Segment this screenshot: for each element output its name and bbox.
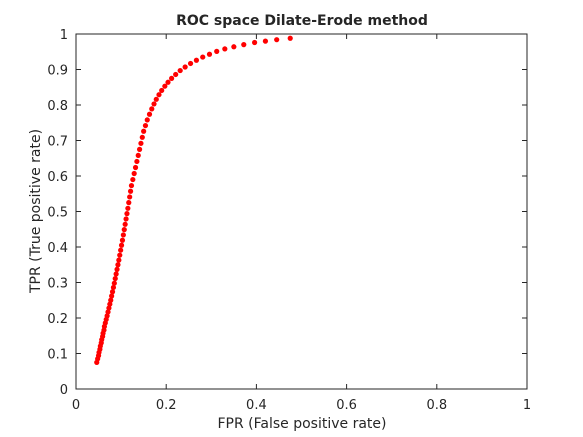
- data-point: [121, 227, 127, 233]
- data-point: [109, 289, 116, 295]
- data-point: [126, 200, 132, 206]
- data-point: [113, 271, 119, 277]
- data-point: [262, 38, 269, 44]
- data-point: [187, 60, 194, 67]
- data-point: [136, 146, 143, 152]
- x-tick-label: 0.2: [156, 398, 177, 413]
- data-point: [241, 42, 247, 48]
- data-point: [131, 170, 137, 177]
- y-tick-label: 1: [60, 28, 68, 43]
- data-point: [142, 122, 149, 129]
- y-tick-label: 0.3: [47, 277, 68, 292]
- y-axis-label: TPR (True positive rate): [28, 129, 44, 294]
- data-point: [156, 92, 162, 98]
- data-point: [144, 117, 150, 123]
- data-point: [141, 128, 147, 134]
- data-point: [274, 37, 280, 43]
- data-point: [287, 35, 293, 41]
- data-point: [128, 182, 135, 189]
- data-point: [119, 237, 126, 243]
- data-point: [105, 309, 111, 315]
- data-point: [153, 96, 159, 102]
- y-tick-label: 0.5: [47, 206, 68, 221]
- data-point: [200, 54, 206, 60]
- data-point: [193, 57, 200, 63]
- data-point: [118, 242, 125, 248]
- plot-box: [75, 33, 528, 390]
- data-point: [127, 188, 134, 194]
- x-tick-label: 0.4: [246, 398, 267, 413]
- data-point: [169, 75, 175, 81]
- data-point: [162, 83, 168, 89]
- y-tick-label: 0.2: [47, 312, 68, 327]
- data-point: [110, 284, 117, 291]
- data-point: [138, 140, 144, 146]
- data-point: [139, 134, 145, 140]
- axes: 0 0.2 0.4 0.6 0.8 1 0 0.1 0.2 0.3 0.4 0.5 0.6 0.7 0.8 0…: [47, 28, 531, 413]
- data-point: [114, 266, 120, 272]
- data-point: [124, 211, 130, 217]
- data-point: [118, 247, 124, 253]
- y-tick-label: 0.1: [47, 348, 68, 363]
- data-point: [182, 64, 188, 70]
- data-point: [116, 257, 122, 263]
- x-tick-label: 1: [523, 398, 531, 413]
- x-axis-label: FPR (False positive rate): [218, 416, 387, 432]
- data-point: [130, 176, 136, 183]
- data-point: [132, 164, 139, 171]
- data-point: [104, 313, 110, 319]
- data-point: [115, 262, 121, 268]
- y-tick-label: 0.7: [47, 135, 68, 150]
- data-point: [222, 46, 228, 52]
- data-point: [106, 305, 112, 311]
- y-tick-label: 0.8: [47, 99, 68, 114]
- data-points: [94, 35, 293, 365]
- data-point: [107, 301, 113, 307]
- data-point: [135, 152, 141, 159]
- data-point: [108, 297, 114, 303]
- data-point: [251, 39, 258, 46]
- x-tick-label: 0: [72, 398, 80, 413]
- data-point: [109, 293, 115, 299]
- data-point: [127, 194, 133, 200]
- data-point: [134, 158, 140, 165]
- data-point: [111, 280, 117, 286]
- data-point: [206, 51, 213, 57]
- data-point: [122, 221, 128, 227]
- y-tick-label: 0.9: [47, 64, 68, 79]
- data-point: [117, 252, 123, 258]
- y-tick-label: 0.4: [47, 241, 68, 256]
- data-point: [151, 101, 157, 107]
- data-point: [149, 106, 155, 112]
- chart-title: ROC space Dilate-Erode method: [176, 13, 428, 29]
- y-tick-label: 0: [60, 383, 68, 398]
- data-point: [159, 87, 165, 94]
- y-tick-label: 0.6: [47, 170, 68, 185]
- x-tick-label: 0.8: [426, 398, 447, 413]
- data-point: [125, 205, 131, 211]
- data-point: [112, 275, 118, 282]
- x-tick-label: 0.6: [336, 398, 357, 413]
- data-point: [120, 232, 126, 238]
- data-point: [146, 111, 153, 117]
- data-point: [173, 71, 179, 78]
- data-point: [214, 48, 220, 54]
- data-point: [231, 44, 237, 50]
- data-point: [123, 216, 129, 222]
- data-point: [177, 67, 183, 74]
- data-point: [165, 79, 171, 85]
